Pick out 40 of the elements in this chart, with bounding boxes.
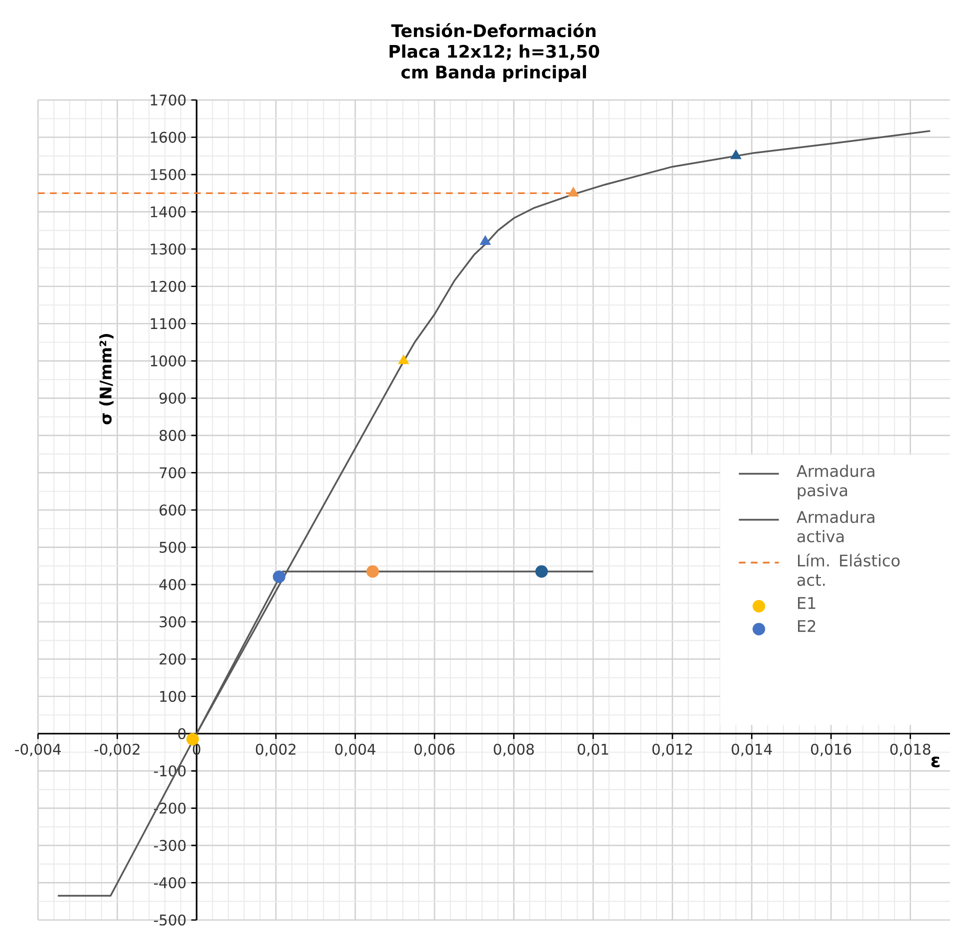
y-tick-label: 200 — [160, 654, 186, 665]
y-tick-label: -500 — [154, 914, 186, 926]
y-tick-label: 1400 — [150, 206, 186, 218]
y-axis-title: σ (N/mm²) — [99, 334, 114, 424]
chart-subtitle: Placa 12x12; h=31,50 cm Banda principal — [390, 44, 600, 82]
y-tick-label: 600 — [160, 504, 186, 516]
y-tick-label: 1200 — [150, 280, 186, 292]
legend-label: Lím. Elástico act. — [797, 554, 900, 586]
y-tick-label: 1500 — [150, 169, 186, 180]
x-tick-label: 0,006 — [414, 744, 455, 756]
x-axis-title: ε — [931, 756, 940, 768]
y-tick-label: 800 — [160, 430, 186, 441]
y-tick-label: 100 — [160, 690, 186, 702]
y-tick-label: 900 — [159, 392, 186, 404]
legend-label: E2 — [798, 620, 816, 632]
y-tick-label: 700 — [160, 467, 186, 478]
legend-label: E1 — [798, 597, 816, 609]
y-tick-label: 1000 — [150, 355, 186, 366]
legend-label: Armadura activa — [796, 510, 874, 542]
x-tick-label: 0,008 — [494, 744, 534, 756]
x-tick-label: -0,004 — [15, 744, 61, 756]
y-tick-label: 300 — [160, 616, 186, 628]
y-tick-label: 500 — [160, 542, 186, 553]
chart-title: Tensión-Deformación — [391, 23, 596, 38]
x-tick-label: 0,01 — [578, 744, 608, 756]
y-tick-label: 400 — [159, 579, 186, 590]
x-tick-label: -0,002 — [94, 744, 140, 756]
x-tick-label: 0,002 — [256, 744, 296, 756]
x-tick-label: 0,014 — [732, 744, 772, 756]
y-tick-label: 1100 — [150, 318, 186, 330]
x-tick-label: 0,004 — [335, 744, 376, 756]
y-tick-label: 1700 — [150, 94, 186, 106]
x-tick-label: 0,012 — [652, 744, 692, 756]
x-tick-label: 0,016 — [811, 744, 852, 756]
y-tick-label: -400 — [154, 877, 186, 888]
x-tick-label: 0,018 — [890, 744, 930, 756]
y-tick-label: 1300 — [150, 244, 186, 255]
y-tick-label: 1600 — [150, 132, 186, 143]
legend-label: Armadura pasiva — [796, 464, 874, 500]
y-tick-label: -300 — [154, 840, 186, 852]
